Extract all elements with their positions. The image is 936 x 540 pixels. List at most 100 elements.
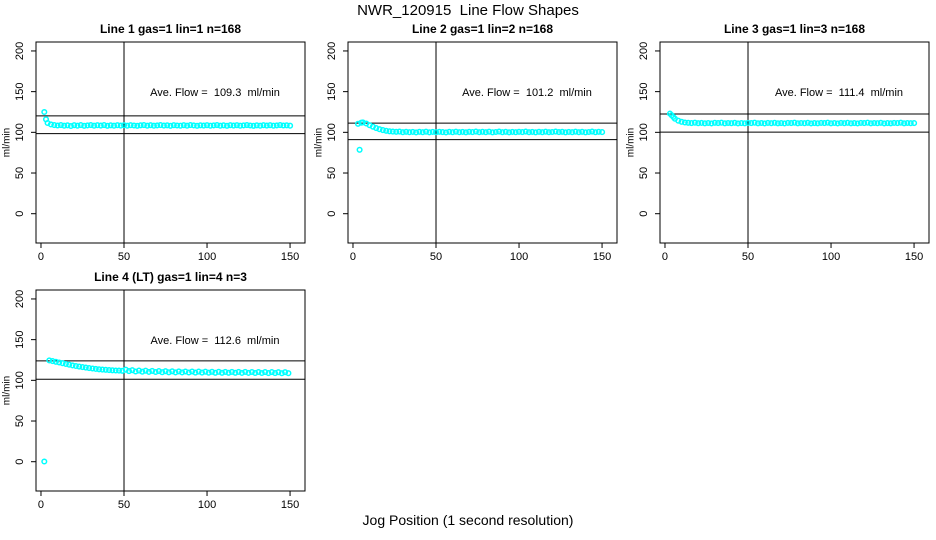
data-point xyxy=(721,120,728,127)
data-point xyxy=(705,119,712,127)
data-point xyxy=(250,122,257,129)
data-point xyxy=(383,127,390,134)
data-point xyxy=(69,362,76,369)
data-point xyxy=(172,369,179,376)
data-point xyxy=(575,129,582,136)
data-point xyxy=(101,122,108,129)
ave-flow-annotation: Ave. Flow = 112.6 ml/min xyxy=(151,335,280,347)
data-point xyxy=(169,368,176,375)
plot-box xyxy=(659,41,930,244)
data-point xyxy=(140,122,147,129)
data-point xyxy=(223,122,231,129)
data-point xyxy=(841,120,848,127)
data-point xyxy=(379,127,386,134)
data-point xyxy=(499,129,506,136)
y-tick-label: 50 xyxy=(638,167,650,179)
data-point xyxy=(81,122,88,129)
data-point xyxy=(265,370,272,377)
data-point xyxy=(41,458,48,465)
data-point xyxy=(180,122,187,129)
y-tick-label: 200 xyxy=(638,42,650,60)
x-tick-label: 50 xyxy=(118,499,130,511)
subplot-canvas: Line 1 gas=1 lin=1 n=168 0 50 100 150 0 50 100 1… xyxy=(2,22,306,263)
subplot-title: Line 4 (LT) gas=1 lin=4 n=3 xyxy=(94,270,247,284)
data-point xyxy=(245,369,252,376)
data-point xyxy=(61,122,68,129)
data-point xyxy=(678,118,685,125)
data-point xyxy=(595,128,602,135)
data-point xyxy=(744,119,752,126)
data-point xyxy=(579,128,586,135)
data-point xyxy=(691,119,698,126)
data-point xyxy=(356,146,363,153)
data-point xyxy=(54,122,61,129)
data-point xyxy=(708,120,715,127)
data-point xyxy=(389,128,396,135)
data-point xyxy=(393,128,400,135)
data-point xyxy=(695,120,702,127)
data-point xyxy=(877,119,884,126)
data-point xyxy=(125,368,133,375)
data-point xyxy=(109,367,116,374)
data-point xyxy=(174,122,181,129)
data-point xyxy=(64,122,71,129)
data-point xyxy=(459,128,466,135)
data-point xyxy=(270,122,277,129)
data-point xyxy=(160,122,167,129)
data-point xyxy=(207,122,214,129)
data-point xyxy=(107,122,114,129)
data-point xyxy=(202,368,209,375)
data-point xyxy=(255,368,262,376)
y-axis-label: ml/min xyxy=(2,128,13,157)
data-point xyxy=(469,129,476,136)
data-point xyxy=(283,122,290,129)
data-point xyxy=(698,119,705,126)
data-point xyxy=(419,129,426,136)
data-point xyxy=(814,120,821,127)
x-tick-label: 150 xyxy=(593,251,611,263)
data-point xyxy=(213,122,221,129)
data-point xyxy=(439,129,446,136)
x-tick-label: 0 xyxy=(38,499,44,511)
data-point xyxy=(741,120,748,127)
y-tick-label: 50 xyxy=(326,167,338,179)
plot-box xyxy=(35,289,306,492)
plot-box xyxy=(35,41,306,244)
data-point xyxy=(177,122,184,129)
data-point xyxy=(761,120,768,127)
data-point xyxy=(432,129,440,136)
data-point xyxy=(217,122,224,129)
data-point xyxy=(91,122,98,129)
data-point xyxy=(555,129,562,136)
data-point xyxy=(861,120,868,127)
data-point xyxy=(232,369,239,376)
data-point xyxy=(77,122,84,129)
y-tick-label: 150 xyxy=(326,82,338,100)
data-point xyxy=(599,129,606,136)
subplot-2: Line 2 gas=1 lin=2 n=168 0 50 100 150 0 50 100 1… xyxy=(312,18,624,266)
data-point xyxy=(67,122,74,130)
data-point xyxy=(74,122,81,129)
data-point xyxy=(559,128,566,135)
data-point xyxy=(422,128,430,135)
data-point xyxy=(781,120,788,127)
data-point xyxy=(132,368,139,375)
data-point xyxy=(901,120,908,127)
data-point xyxy=(754,120,762,127)
data-point xyxy=(175,368,182,375)
data-point xyxy=(718,119,725,126)
data-point xyxy=(476,129,483,136)
data-point xyxy=(243,122,250,129)
data-points xyxy=(41,357,292,465)
x-tick-label: 50 xyxy=(430,251,442,263)
data-point xyxy=(482,129,489,136)
data-point xyxy=(72,362,79,370)
data-point xyxy=(831,119,838,127)
data-point xyxy=(821,120,828,127)
data-point xyxy=(142,367,149,374)
y-axis-label: ml/min xyxy=(626,128,637,157)
data-point xyxy=(96,366,103,373)
data-point xyxy=(106,367,113,374)
data-point xyxy=(212,369,219,376)
data-point xyxy=(92,365,99,372)
